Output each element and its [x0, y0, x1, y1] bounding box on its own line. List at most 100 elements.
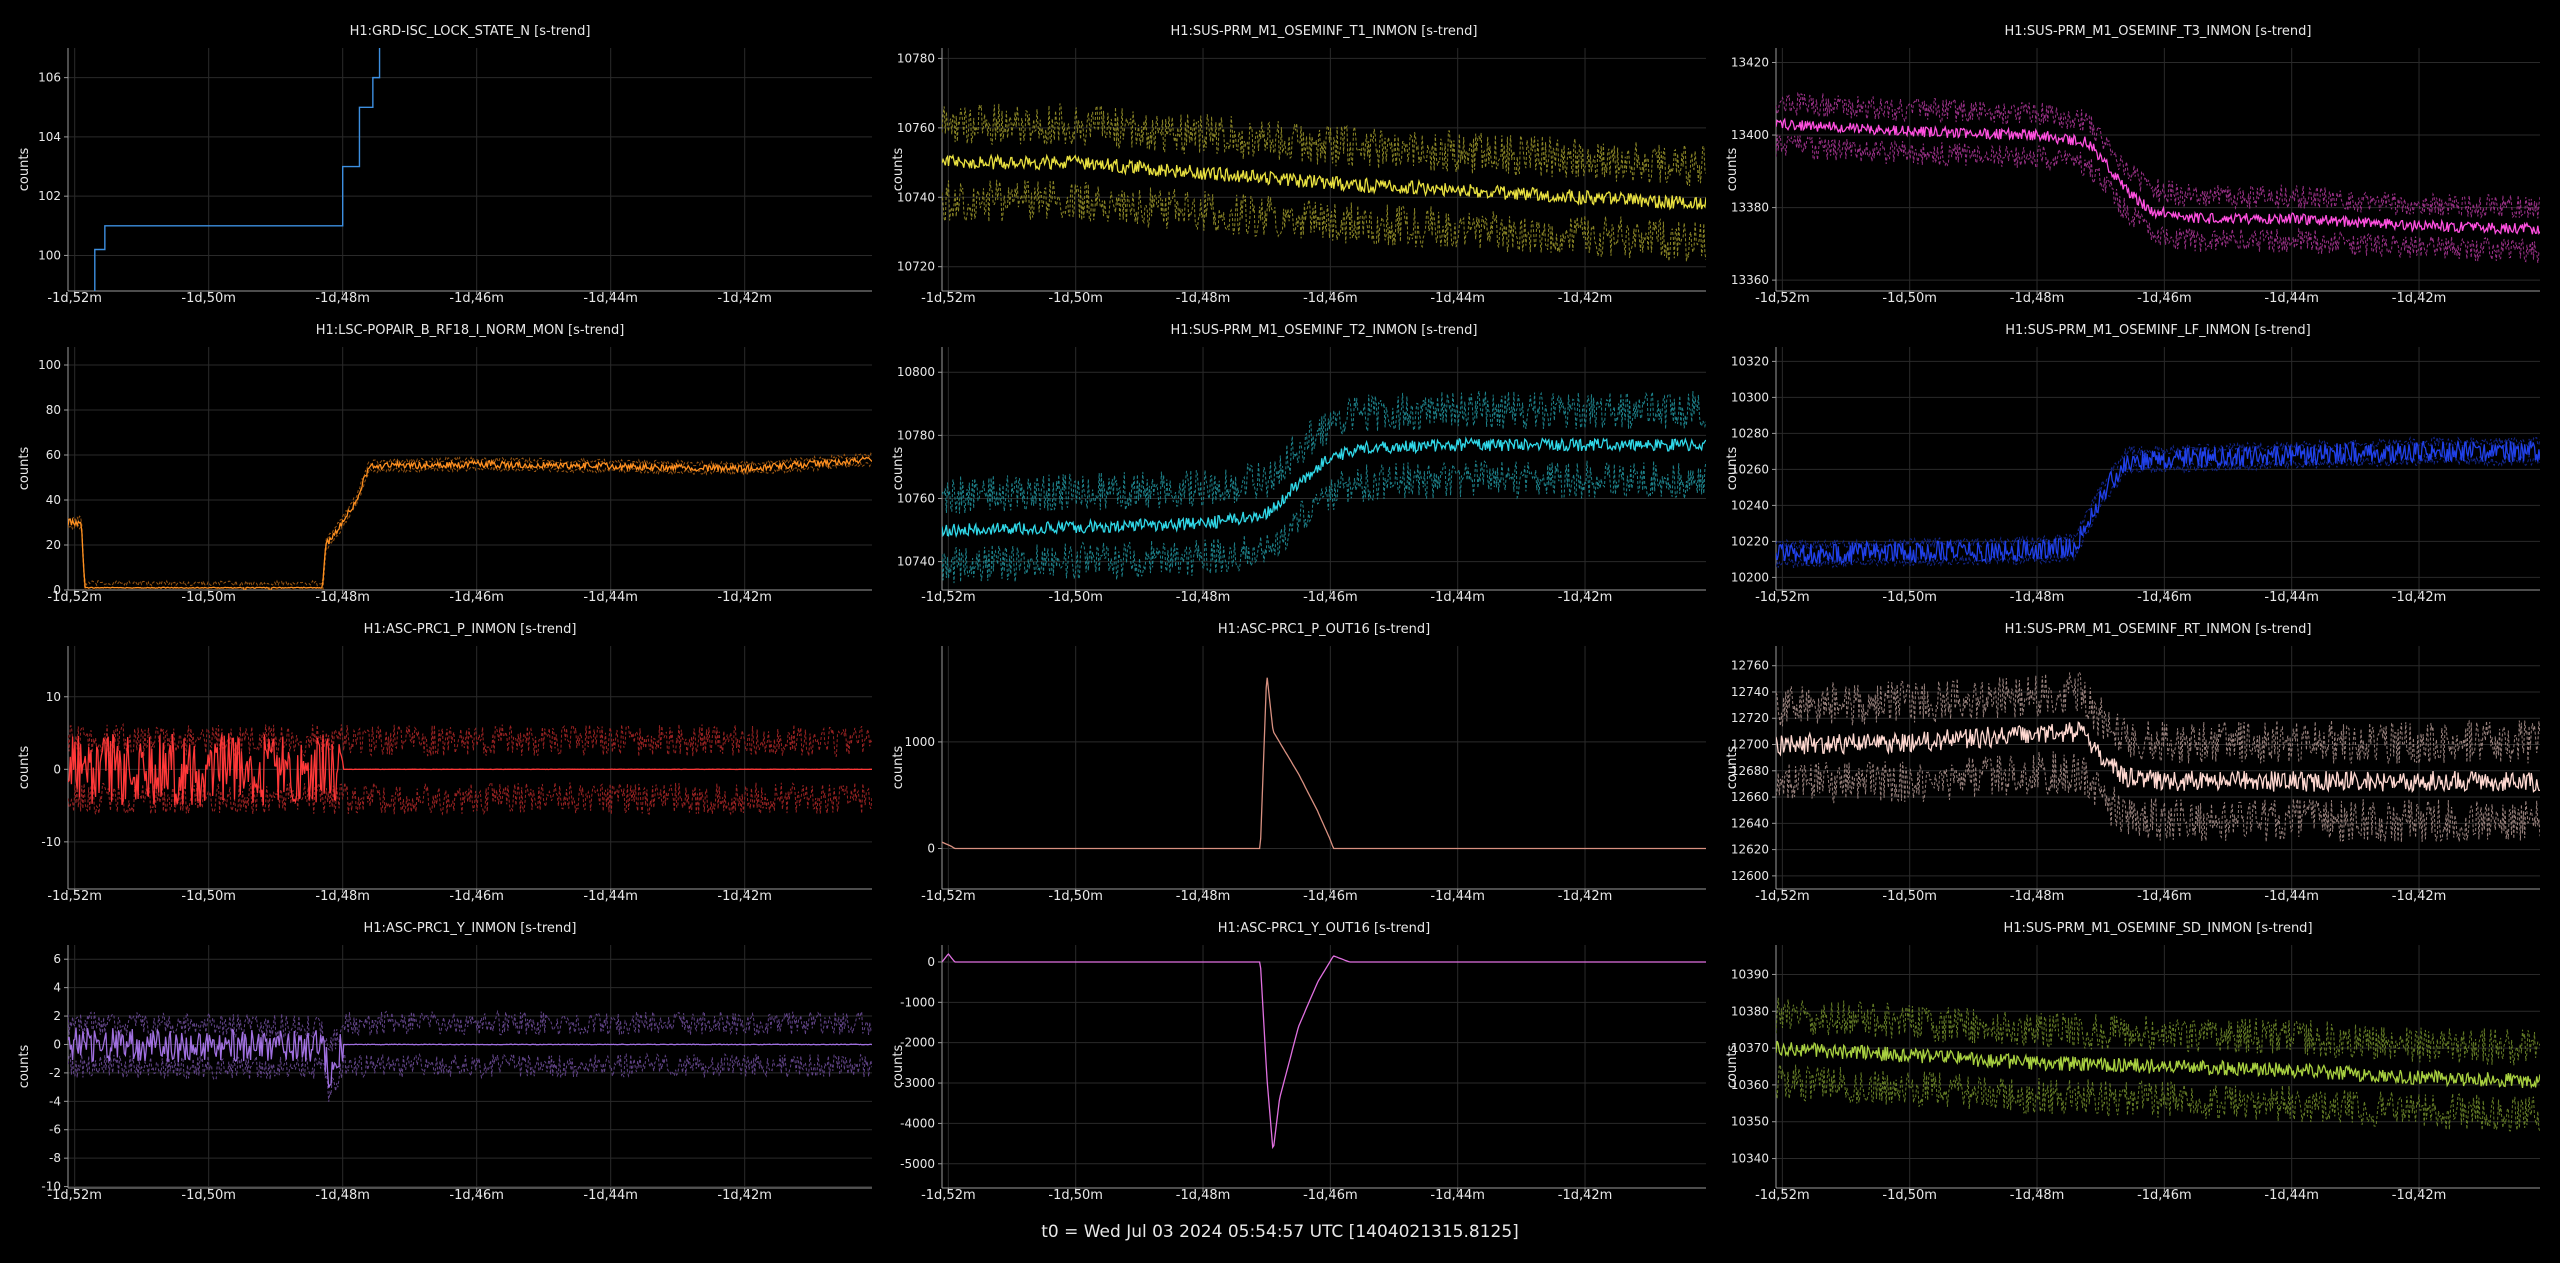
series-line — [1776, 117, 2540, 236]
y-tick-label: 12740 — [1731, 685, 1769, 699]
plot-area — [942, 103, 1706, 262]
y-tick-label: 10260 — [1731, 462, 1769, 476]
series-band-min — [1776, 453, 2540, 569]
y-axis-label: counts — [1725, 148, 1740, 192]
y-tick-label: 10780 — [897, 51, 935, 65]
y-tick-label: -8 — [49, 1151, 61, 1165]
y-tick-label: 1000 — [904, 735, 935, 749]
y-tick-label: 12720 — [1731, 711, 1769, 725]
series-line — [1776, 721, 2540, 794]
series-band-min — [1776, 1063, 2540, 1132]
y-tick-label: 0 — [927, 842, 935, 856]
series-band-min — [68, 460, 872, 590]
x-tick-label: -1d,50m — [1048, 1188, 1103, 1203]
y-axis-label: counts — [17, 447, 32, 491]
y-tick-label: 10760 — [897, 491, 935, 505]
series-band-min — [68, 781, 872, 816]
plot-area — [1776, 997, 2540, 1132]
y-tick-label: 12680 — [1731, 764, 1769, 778]
y-axis-label: counts — [1725, 1045, 1740, 1089]
chart-title: H1:ASC-PRC1_Y_OUT16 [s-trend] — [1218, 921, 1430, 936]
y-axis-label: counts — [891, 1045, 906, 1089]
series-band-min — [942, 179, 1706, 262]
chart-title: H1:SUS-PRM_M1_OSEMINF_T3_INMON [s-trend] — [2005, 24, 2312, 39]
chart-title: H1:SUS-PRM_M1_OSEMINF_T2_INMON [s-trend] — [1171, 323, 1478, 338]
plot-area — [68, 1009, 872, 1102]
y-tick-label: 10370 — [1731, 1041, 1769, 1055]
x-tick-label: -1d,46m — [449, 291, 504, 306]
y-tick-label: -6 — [49, 1123, 61, 1137]
x-tick-label: -1d,48m — [1176, 1188, 1231, 1203]
plot-area — [942, 390, 1706, 584]
y-tick-label: -1000 — [900, 995, 935, 1009]
y-tick-label: 12760 — [1731, 659, 1769, 673]
series-line — [942, 677, 1706, 850]
chart-title: H1:ASC-PRC1_P_INMON [s-trend] — [364, 622, 577, 637]
chart-lsc-popair: H1:LSC-POPAIR_B_RF18_I_NORM_MON [s-trend… — [17, 323, 872, 605]
y-axis-label: counts — [891, 148, 906, 192]
y-tick-label: 10760 — [897, 121, 935, 135]
x-tick-label: -1d,48m — [2010, 1188, 2065, 1203]
y-axis-label: counts — [17, 1045, 32, 1089]
series-band-max — [68, 452, 872, 588]
plot-area — [1776, 435, 2540, 569]
chart-asc-prc1-p-inmon: H1:ASC-PRC1_P_INMON [s-trend] -10 0 10 -1d,5… — [17, 622, 872, 904]
x-tick-label: -1d,52m — [1755, 590, 1810, 605]
chart-sus-prm-t2: H1:SUS-PRM_M1_OSEMINF_T2_INMON [s-trend]… — [891, 323, 1706, 605]
x-tick-label: -1d,44m — [2264, 889, 2319, 904]
y-tick-label: -2000 — [900, 1036, 935, 1050]
series-band-max — [942, 103, 1706, 187]
y-tick-label: 0 — [53, 1037, 61, 1051]
x-tick-label: -1d,44m — [1430, 1188, 1485, 1203]
y-tick-label: 100 — [38, 358, 61, 372]
series-line — [68, 1027, 872, 1088]
y-tick-label: 10360 — [1731, 1078, 1769, 1092]
x-tick-label: -1d,50m — [1882, 590, 1937, 605]
series-band-max — [1776, 435, 2540, 550]
x-tick-label: -1d,50m — [181, 590, 236, 605]
y-tick-label: 20 — [46, 538, 61, 552]
x-tick-label: -1d,48m — [2010, 291, 2065, 306]
plot-area — [942, 953, 1706, 1150]
y-tick-label: 0 — [53, 583, 61, 597]
series-line — [1776, 440, 2540, 566]
y-axis-label: counts — [1725, 746, 1740, 790]
y-tick-label: -2 — [49, 1066, 61, 1080]
x-tick-label: -1d,44m — [1430, 291, 1485, 306]
y-tick-label: 80 — [46, 403, 61, 417]
x-tick-label: -1d,44m — [1430, 889, 1485, 904]
y-tick-label: 10780 — [897, 428, 935, 442]
series-band-max — [68, 722, 872, 758]
y-tick-label: -4 — [49, 1094, 61, 1108]
x-tick-label: -1d,42m — [717, 590, 772, 605]
y-tick-label: 10390 — [1731, 967, 1769, 981]
y-tick-label: -5000 — [900, 1157, 935, 1171]
x-tick-label: -1d,48m — [1176, 590, 1231, 605]
y-tick-label: 10300 — [1731, 390, 1769, 404]
plot-area — [1776, 671, 2540, 843]
x-tick-label: -1d,44m — [583, 1188, 638, 1203]
series-line — [942, 436, 1706, 539]
series-band-max — [1776, 671, 2540, 764]
x-tick-label: -1d,52m — [1755, 889, 1810, 904]
y-tick-label: 104 — [38, 130, 61, 144]
series-band-max — [1776, 997, 2540, 1066]
x-tick-label: -1d,42m — [2392, 590, 2447, 605]
y-tick-label: 100 — [38, 248, 61, 262]
x-tick-label: -1d,46m — [1303, 1188, 1358, 1203]
y-tick-label: 60 — [46, 448, 61, 462]
series-line — [68, 456, 872, 590]
x-tick-label: -1d,46m — [1303, 291, 1358, 306]
y-tick-label: 10200 — [1731, 570, 1769, 584]
x-tick-label: -1d,48m — [315, 590, 370, 605]
plot-area — [942, 677, 1706, 850]
x-tick-label: -1d,50m — [1048, 889, 1103, 904]
x-tick-label: -1d,48m — [1176, 889, 1231, 904]
chart-asc-prc1-y-out16: H1:ASC-PRC1_Y_OUT16 [s-trend] -5000 -4000 -… — [891, 921, 1706, 1203]
series-band-min — [942, 460, 1706, 584]
x-tick-label: -1d,52m — [47, 1188, 102, 1203]
y-tick-label: 0 — [53, 762, 61, 776]
y-tick-label: 102 — [38, 189, 61, 203]
series-band-max — [1776, 92, 2540, 220]
chart-asc-prc1-y-inmon: H1:ASC-PRC1_Y_INMON [s-trend] -10 -8 -6 -4 -2… — [17, 921, 872, 1203]
